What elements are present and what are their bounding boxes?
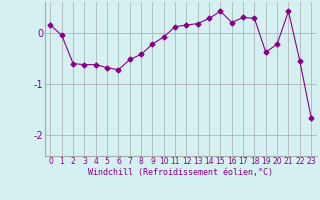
X-axis label: Windchill (Refroidissement éolien,°C): Windchill (Refroidissement éolien,°C)	[88, 168, 273, 177]
